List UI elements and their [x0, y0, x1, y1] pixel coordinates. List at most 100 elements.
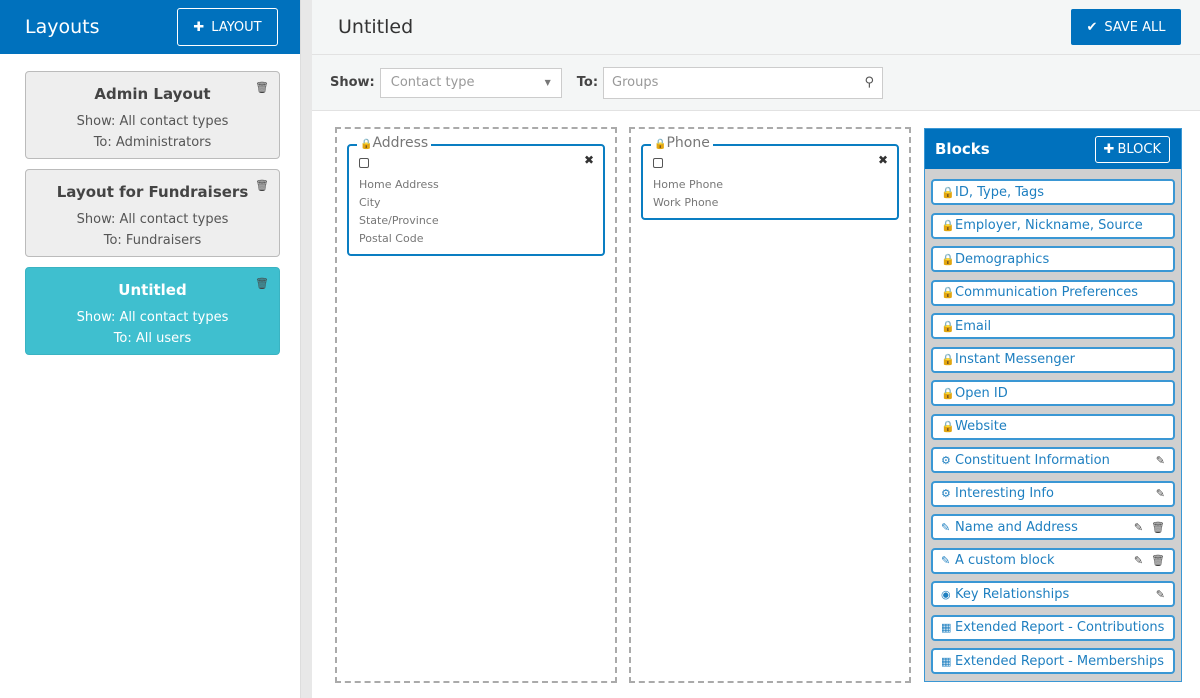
- field-label: Home Phone: [653, 178, 724, 191]
- divider: [301, 0, 312, 698]
- block-item[interactable]: ✎ A custom block ✎ 🗑: [931, 547, 1175, 574]
- lock-icon: 🔒: [941, 185, 955, 199]
- layout-column: 🔒Phone ✖ Home Phone Work Phone: [629, 127, 911, 683]
- plus-icon: ✚: [193, 19, 205, 35]
- lock-icon: 🔒: [360, 139, 373, 150]
- groups-placeholder: Groups: [612, 75, 659, 90]
- lock-icon: 🔒: [941, 353, 955, 366]
- block-item-label: Key Relationships: [955, 586, 1070, 602]
- sidebar-title: Layouts: [25, 16, 100, 38]
- layout-block[interactable]: 🔒Address ✖ Home Address City State/Province P…: [347, 135, 605, 256]
- contact-type-placeholder: Contact type: [390, 75, 475, 90]
- block-legend: 🔒Phone: [651, 135, 713, 151]
- field-label: State/Province: [359, 214, 439, 227]
- block-item[interactable]: ▦ Extended Report - Contributions: [931, 614, 1175, 641]
- show-label: Show:: [330, 75, 375, 90]
- field-label: Work Phone: [653, 196, 719, 209]
- add-layout-label: LAYOUT: [211, 19, 262, 35]
- pencil-icon[interactable]: ✎: [1155, 487, 1165, 500]
- pencil-icon[interactable]: ✎: [1133, 520, 1144, 534]
- block-item-label: Demographics: [955, 251, 1050, 267]
- layout-show: Show: All contact types: [76, 212, 229, 227]
- main-header: Untitled ✔ SAVE ALL: [312, 0, 1200, 55]
- block-item-label: Constituent Information: [955, 452, 1110, 468]
- block-item-label: Communication Preferences: [955, 285, 1139, 300]
- block-item[interactable]: 🔒 Instant Messenger: [931, 346, 1175, 373]
- block-title: Address: [372, 135, 429, 151]
- gear-icon: ⚙: [941, 487, 951, 500]
- save-all-button[interactable]: ✔ SAVE ALL: [1071, 9, 1181, 45]
- filter-bar: Show: Contact type ▼ To: Groups ⚲: [312, 55, 1200, 111]
- collapse-checkbox[interactable]: [653, 158, 663, 168]
- block-item[interactable]: 🔒 Email: [931, 313, 1175, 339]
- block-item-label: Employer, Nickname, Source: [955, 218, 1143, 233]
- layout-to: To: Fundraisers: [103, 233, 202, 248]
- save-all-label: SAVE ALL: [1104, 19, 1166, 35]
- block-item[interactable]: ◉ Key Relationships ✎: [931, 581, 1175, 607]
- layout-to: To: Administrators: [93, 135, 212, 150]
- layout-show: Show: All contact types: [76, 310, 229, 325]
- block-item-label: ID, Type, Tags: [955, 184, 1045, 200]
- layout-title: Admin Layout: [94, 85, 211, 103]
- trash-icon[interactable]: 🗑: [1151, 554, 1165, 567]
- block-item[interactable]: 🔒 Employer, Nickname, Source: [931, 212, 1175, 239]
- block-item[interactable]: 🔒 Demographics: [931, 246, 1175, 272]
- close-icon[interactable]: ✖: [583, 153, 594, 167]
- caret-down-icon: ▼: [544, 78, 551, 87]
- layout-show: Show: All contact types: [76, 114, 229, 129]
- block-item[interactable]: ⚙ Constituent Information ✎: [931, 447, 1175, 473]
- layout-card[interactable]: Admin Layout Show: All contact types To: A…: [25, 71, 280, 159]
- close-icon[interactable]: ✖: [877, 153, 888, 167]
- block-item[interactable]: 🔒 Communication Preferences: [931, 279, 1175, 306]
- layout-column: 🔒Address ✖ Home Address City State/Province P…: [335, 127, 617, 683]
- layout-block[interactable]: 🔒Phone ✖ Home Phone Work Phone: [641, 135, 899, 220]
- trash-icon[interactable]: 🗑: [1151, 520, 1165, 534]
- layout-title: Layout for Fundraisers: [56, 183, 249, 201]
- contact-type-select[interactable]: Contact type ▼: [379, 67, 562, 98]
- gear-icon: ⚙: [941, 453, 951, 467]
- blocks-title: Blocks: [935, 140, 990, 158]
- trash-icon[interactable]: 🗑: [255, 81, 269, 94]
- block-item[interactable]: ▦ Extended Report - Memberships: [931, 648, 1175, 674]
- add-block-button[interactable]: ✚ BLOCK: [1094, 135, 1170, 163]
- block-item[interactable]: ✎ Name and Address ✎ 🗑: [931, 514, 1175, 540]
- add-block-label: BLOCK: [1117, 141, 1161, 157]
- user-circle-icon: ◉: [941, 587, 951, 601]
- lock-icon: 🔒: [941, 319, 955, 333]
- search-icon: ⚲: [864, 75, 875, 90]
- table-icon: ▦: [941, 621, 952, 634]
- plus-icon: ✚: [1103, 141, 1115, 157]
- table-icon: ▦: [941, 654, 952, 668]
- lock-icon: 🔒: [941, 386, 955, 400]
- layout-card[interactable]: Layout for Fundraisers Show: All contact …: [25, 169, 280, 257]
- block-item-label: Open ID: [955, 385, 1008, 401]
- check-icon: ✔: [1086, 19, 1098, 35]
- trash-icon[interactable]: 🗑: [255, 277, 269, 290]
- add-layout-button[interactable]: ✚ LAYOUT: [177, 8, 278, 46]
- block-item-label: Email: [955, 318, 992, 334]
- layouts-sidebar: Layouts ✚ LAYOUT Admin Layout Show: All co…: [0, 0, 301, 698]
- pencil-icon[interactable]: ✎: [1133, 554, 1144, 567]
- block-item-label: A custom block: [955, 553, 1055, 568]
- block-legend: 🔒Address: [357, 135, 432, 151]
- block-item[interactable]: ⚙ Interesting Info ✎: [931, 480, 1175, 507]
- block-title: Phone: [666, 135, 710, 151]
- page-title[interactable]: Untitled: [338, 16, 414, 38]
- edit-icon: ✎: [941, 520, 951, 534]
- trash-icon[interactable]: 🗑: [255, 179, 269, 192]
- collapse-checkbox[interactable]: [359, 158, 369, 168]
- lock-icon: 🔒: [941, 420, 955, 433]
- pencil-icon[interactable]: ✎: [1155, 453, 1165, 467]
- sidebar-header: Layouts ✚ LAYOUT: [0, 0, 300, 54]
- block-item-label: Name and Address: [955, 519, 1078, 535]
- block-item[interactable]: 🔒 Open ID: [931, 380, 1175, 406]
- pencil-icon[interactable]: ✎: [1155, 587, 1165, 601]
- groups-input[interactable]: Groups ⚲: [603, 66, 884, 99]
- blocks-panel: Blocks ✚ BLOCK 🔒 ID, Type, Tags 🔒 Employer, …: [924, 128, 1182, 682]
- block-item-label: Instant Messenger: [955, 352, 1075, 367]
- layout-card[interactable]: Untitled Show: All contact types To: All u…: [25, 267, 280, 355]
- blocks-header: Blocks ✚ BLOCK: [925, 129, 1181, 169]
- block-item-label: Extended Report - Contributions: [955, 620, 1165, 635]
- block-item[interactable]: 🔒 Website: [931, 413, 1175, 440]
- block-item[interactable]: 🔒 ID, Type, Tags: [931, 179, 1175, 205]
